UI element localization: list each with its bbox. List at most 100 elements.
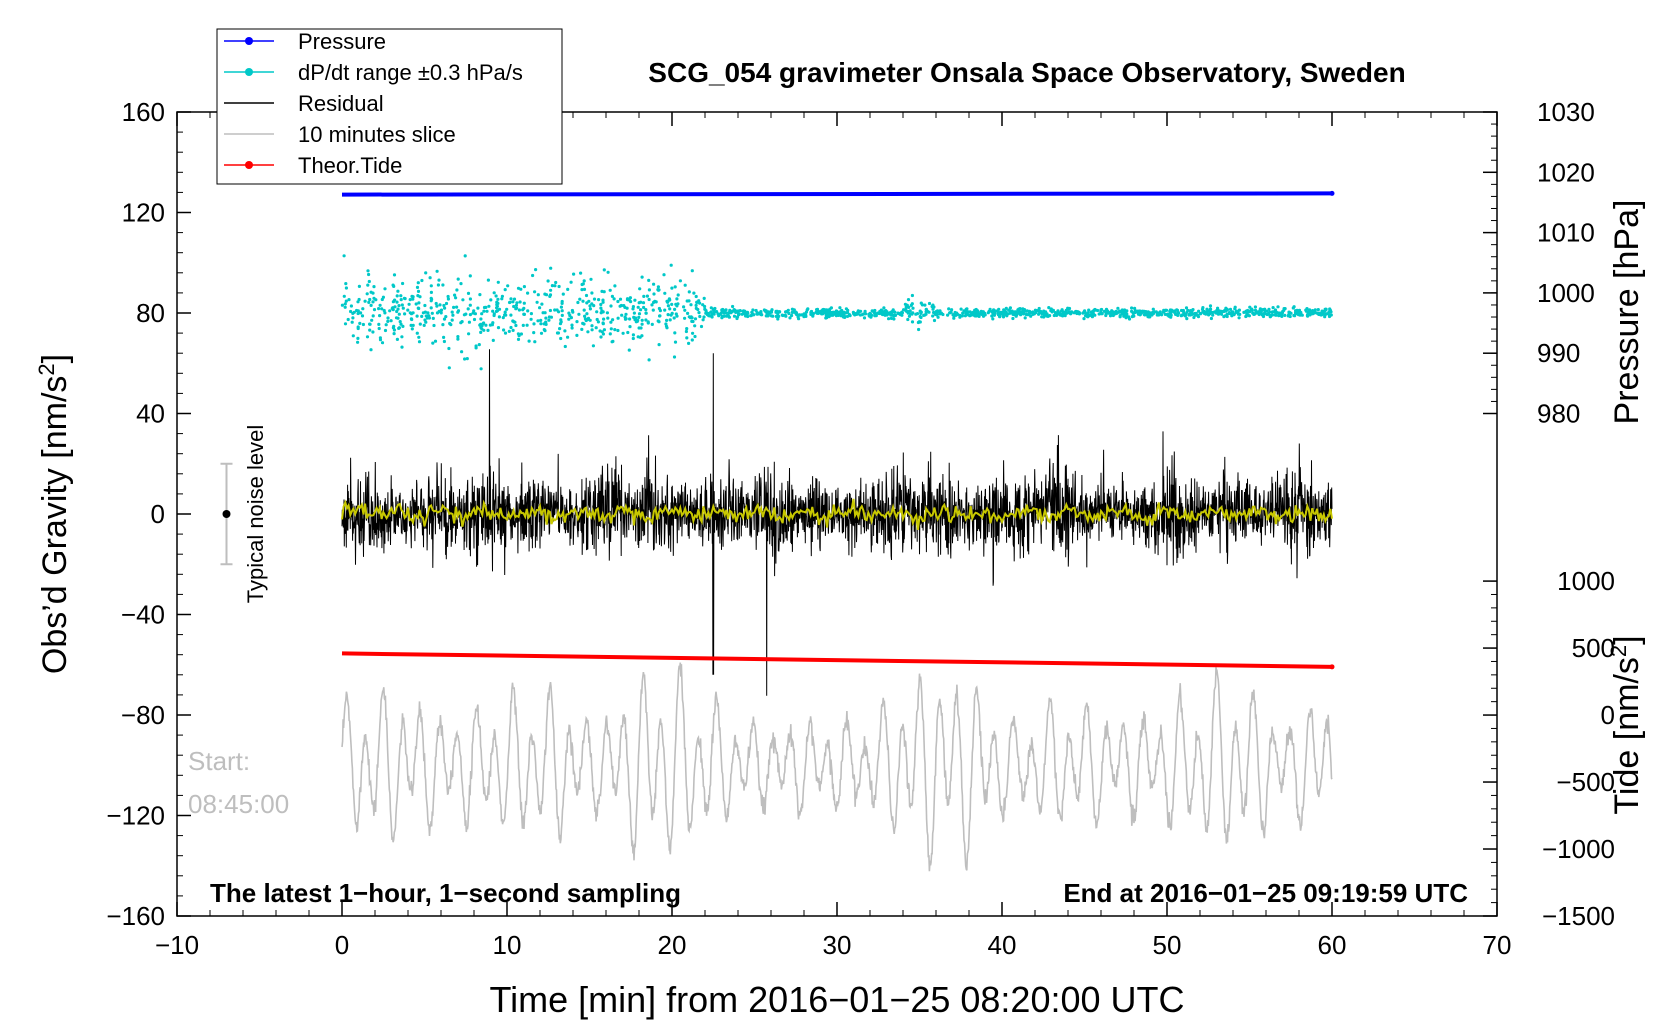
dpdt-point: [359, 311, 363, 315]
dpdt-point: [1274, 310, 1279, 314]
y-axis-ticks: 160 120 80 40 0 −40 −80 −120 −160: [106, 97, 191, 931]
dpdt-point: [673, 285, 677, 289]
dpdt-point: [1317, 312, 1321, 316]
dpdt-point: [820, 312, 824, 316]
dpdt-point: [620, 313, 624, 317]
dpdt-point: [455, 288, 459, 292]
dpdt-point: [411, 297, 415, 301]
dpdt-point: [698, 301, 702, 305]
dpdt-point: [884, 309, 888, 313]
pressure-tick-label: 980: [1537, 399, 1580, 429]
dpdt-point: [450, 318, 454, 322]
dpdt-point: [625, 297, 630, 301]
dpdt-point: [1201, 306, 1205, 310]
dpdt-point: [611, 339, 615, 343]
dpdt-point: [522, 301, 526, 305]
dpdt-point: [1001, 315, 1006, 319]
dpdt-point: [495, 309, 499, 313]
dpdt-point: [365, 292, 369, 296]
dpdt-point: [399, 322, 403, 326]
noise-level-bar: [220, 462, 233, 566]
dpdt-point: [619, 303, 624, 308]
dpdt-point: [507, 329, 511, 333]
dpdt-point: [512, 304, 516, 309]
dpdt-point: [417, 335, 421, 339]
dpdt-point: [533, 290, 537, 294]
dpdt-point: [731, 304, 735, 309]
dpdt-point: [433, 339, 438, 343]
dpdt-point: [529, 317, 533, 321]
dpdt-point: [936, 315, 940, 319]
dpdt-point: [494, 294, 498, 298]
dpdt-point: [485, 309, 489, 313]
dpdt-point: [924, 307, 928, 311]
dpdt-point: [356, 336, 360, 340]
dpdt-point: [1169, 312, 1173, 316]
dpdt-point: [463, 357, 467, 361]
dpdt-point: [456, 337, 460, 341]
dpdt-point: [357, 297, 361, 302]
y-tick-label: 160: [122, 97, 165, 127]
dpdt-point: [612, 297, 616, 301]
dpdt-point: [640, 275, 644, 279]
dpdt-point: [1280, 314, 1284, 318]
dpdt-point: [923, 313, 927, 317]
dpdt-point: [613, 328, 617, 332]
dpdt-point: [1292, 305, 1296, 309]
dpdt-point: [1145, 311, 1149, 315]
dpdt-point: [468, 297, 472, 301]
dpdt-point: [697, 311, 701, 315]
dpdt-point: [1120, 308, 1124, 312]
sampling-note: The latest 1−hour, 1−second sampling: [210, 878, 681, 908]
dpdt-point: [346, 317, 350, 322]
dpdt-point: [672, 355, 677, 359]
dpdt-point: [358, 321, 362, 325]
dpdt-point: [535, 300, 539, 304]
dpdt-point: [1017, 310, 1021, 314]
dpdt-point: [378, 314, 382, 318]
pressure-tick-label: 1020: [1537, 157, 1595, 187]
dpdt-point: [371, 300, 375, 304]
dpdt-point: [1267, 307, 1271, 311]
dpdt-point: [667, 297, 672, 301]
dpdt-point: [418, 295, 422, 299]
dpdt-point: [351, 334, 355, 338]
dpdt-point: [774, 309, 778, 313]
dpdt-point: [658, 314, 662, 318]
dpdt-point: [973, 314, 977, 318]
dpdt-point: [788, 316, 792, 320]
x-tick-label: 70: [1483, 930, 1512, 960]
dpdt-point: [518, 300, 522, 304]
dpdt-point: [1238, 312, 1242, 316]
dpdt-point: [699, 324, 704, 329]
dpdt-point: [656, 288, 660, 292]
dpdt-point: [1253, 305, 1257, 309]
dpdt-point: [1208, 304, 1213, 308]
legend-label: 10 minutes slice: [298, 122, 456, 147]
dpdt-point: [904, 307, 908, 312]
dpdt-point: [497, 315, 501, 319]
dpdt-point: [383, 328, 388, 333]
dpdt-point: [595, 310, 599, 314]
dpdt-point: [856, 311, 860, 315]
dpdt-point: [602, 328, 607, 332]
dpdt-point: [491, 321, 495, 325]
dpdt-point: [587, 299, 591, 303]
dpdt-point: [400, 335, 404, 339]
dpdt-point: [561, 292, 565, 296]
dpdt-point: [833, 312, 837, 316]
dpdt-point: [1123, 308, 1127, 312]
x-tick-label: 20: [658, 930, 687, 960]
dpdt-point: [515, 306, 519, 310]
dpdt-point: [868, 311, 872, 315]
dpdt-point: [1203, 310, 1207, 314]
dpdt-point: [491, 338, 495, 342]
dpdt-point: [986, 311, 990, 315]
dpdt-point: [1003, 309, 1007, 313]
dpdt-point: [647, 278, 651, 282]
dpdt-point: [557, 284, 561, 289]
dpdt-point: [774, 314, 778, 318]
dpdt-point: [495, 304, 499, 308]
dpdt-point: [666, 304, 671, 308]
dpdt-point: [644, 318, 648, 322]
